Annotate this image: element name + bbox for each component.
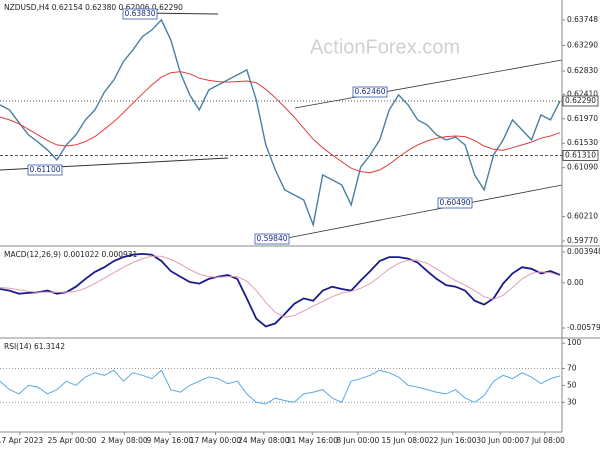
annotation-box — [27, 164, 63, 176]
y-tick-label: 0.003948 — [567, 247, 600, 256]
y-tick-label: 70 — [567, 364, 577, 373]
annotation-box — [254, 233, 290, 245]
annotation: 0.62460 — [354, 87, 385, 96]
x-tick-label: 17 Apr 2023 — [0, 436, 43, 445]
x-tick-label: 31 May 16:00 — [287, 436, 339, 445]
x-tick-label: 7 Jul 08:00 — [525, 436, 565, 445]
y-tick-label: 0.61530 — [567, 138, 598, 147]
trend-line — [294, 59, 563, 109]
x-tick-label: 30 Jun 00:00 — [476, 436, 524, 445]
y-tick-label: 50 — [567, 380, 577, 389]
series-line — [0, 255, 561, 318]
y-tick-label: 0.62410 — [567, 89, 598, 98]
annotation: 0.63830 — [124, 9, 155, 18]
annotation-box — [352, 86, 388, 98]
y-tick-label: 0.62830 — [567, 66, 598, 75]
x-tick-label: 17 May 00:00 — [190, 436, 242, 445]
y-tick-label: 0.63290 — [567, 40, 598, 49]
price-box — [562, 95, 599, 107]
price-label: 0.62290 — [565, 96, 596, 105]
panel-title: MACD(12,26,9) 0.001022 0.000931 — [4, 250, 138, 259]
x-tick-label: 2 May 08:00 — [101, 436, 148, 445]
series-line — [0, 18, 561, 228]
y-tick-label: 0.59770 — [567, 236, 598, 245]
annotation-box — [437, 197, 473, 209]
x-tick-label: 22 Jun 16:00 — [429, 436, 477, 445]
y-tick-label: 100 — [567, 338, 582, 347]
y-tick-label: -0.005797 — [567, 323, 600, 332]
y-tick-label: 0.00 — [567, 278, 584, 287]
price-box — [562, 150, 599, 161]
price-label: 0.61310 — [565, 150, 596, 159]
x-tick-label: 15 Jun 08:00 — [381, 436, 429, 445]
panel-title: NZDUSD,H4 0.62154 0.62380 0.62006 0.6229… — [4, 3, 183, 12]
annotation: 0.59840 — [256, 234, 287, 243]
panel-title: RSI(14) 61.3142 — [4, 342, 65, 351]
x-tick-label: 9 May 16:00 — [147, 436, 194, 445]
annotation-box — [122, 8, 158, 20]
annotation: 0.61100 — [29, 165, 60, 174]
watermark: ActionForex.com — [310, 36, 460, 58]
x-tick-label: 8 Jun 00:00 — [336, 436, 379, 445]
series-line — [0, 369, 561, 405]
x-tick-label: 24 May 08:00 — [238, 436, 290, 445]
y-tick-label: 0.61970 — [567, 114, 598, 123]
annotation: 0.60490 — [439, 198, 470, 207]
y-tick-label: 0.63748 — [567, 15, 598, 24]
y-tick-label: 30 — [567, 397, 577, 406]
trend-line — [286, 184, 563, 239]
series-line — [0, 252, 561, 328]
y-tick-label: 0.61090 — [567, 163, 598, 172]
series-line — [0, 71, 561, 174]
y-tick-label: 0.60210 — [567, 212, 598, 221]
x-tick-label: 25 Apr 00:00 — [48, 436, 97, 445]
